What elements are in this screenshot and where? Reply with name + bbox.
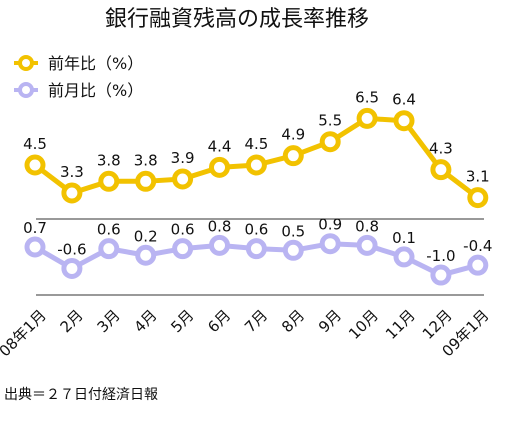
data-point-mom [245,238,267,260]
legend-marker-yoy [18,55,34,71]
data-point-yoy [61,182,83,204]
x-tick-label: 4月 [130,306,160,336]
data-point-mom [98,238,120,260]
data-point-yoy [282,145,304,167]
data-label-mom: 0.9 [318,216,342,234]
data-point-yoy [319,131,341,153]
data-label-mom: 0.8 [355,217,379,235]
data-point-mom [356,234,378,256]
data-label-mom: 0.7 [23,219,47,237]
legend-marker-mom [18,82,34,98]
x-tick-label: 2月 [57,306,87,336]
data-point-yoy [467,187,489,209]
x-tick-label: 9月 [315,306,345,336]
data-point-yoy [172,168,194,190]
data-label-mom: 0.6 [97,221,121,239]
data-label-mom: 0.1 [392,229,416,247]
x-tick-label: 11月 [382,306,419,343]
data-point-yoy [98,170,120,192]
x-tick-label: 10月 [345,306,382,343]
data-label-yoy: 4.3 [429,140,453,158]
plot-area: 0.7 -0.6 0.6 0.2 0.6 0.8 0.6 0.5 0.9 0.8 0.1 -1.0 -0… [23,88,492,286]
data-label-yoy: 5.5 [318,112,342,130]
x-tick-label: 08年1月 [0,306,50,360]
legend-label-mom: 前月比（%） [48,81,143,100]
data-point-yoy [356,107,378,129]
x-tick-label: 8月 [278,306,308,336]
data-point-mom [24,236,46,258]
data-point-mom [393,246,415,268]
data-label-yoy: 3.9 [171,149,195,167]
data-point-mom [430,264,452,286]
legend-item-mom: 前月比（%） [14,81,143,100]
data-point-yoy [245,154,267,176]
data-point-yoy [135,170,157,192]
data-label-yoy: 6.4 [392,91,416,109]
data-point-mom [282,239,304,261]
data-label-mom: 0.6 [171,221,195,239]
data-label-mom: 0.5 [281,222,305,240]
data-label-yoy: 3.8 [97,151,121,169]
data-point-yoy [430,159,452,181]
data-point-mom [319,233,341,255]
legend: 前年比（%） 前月比（%） [14,54,143,100]
x-tick-label: 6月 [204,306,234,336]
x-tick-label: 7月 [241,306,271,336]
data-label-yoy: 3.3 [60,163,84,181]
data-point-yoy [393,110,415,132]
data-point-mom [467,254,489,276]
data-label-mom: -0.6 [57,240,86,258]
data-label-mom: -1.0 [426,247,455,265]
data-label-yoy: 3.1 [466,168,490,186]
x-tick-label: 5月 [167,306,197,336]
data-point-mom [135,244,157,266]
data-point-mom [209,234,230,256]
data-label-yoy: 4.9 [281,126,305,144]
data-point-mom [61,257,83,279]
legend-item-yoy: 前年比（%） [14,54,143,73]
data-label-yoy: 4.4 [208,137,232,155]
data-label-yoy: 4.5 [23,135,47,153]
source-note: 出典＝２７日付経済日報 [4,387,158,403]
data-point-mom [172,238,194,260]
data-label-mom: 0.6 [244,221,268,239]
chart-title: 銀行融資残高の成長率推移 [105,7,369,32]
legend-label-yoy: 前年比（%） [48,54,143,73]
data-label-yoy: 3.8 [134,151,158,169]
x-tick-label: 3月 [94,306,124,336]
data-label-mom: 0.8 [208,217,232,235]
data-label-mom: 0.2 [134,227,158,245]
data-label-yoy: 4.5 [244,135,268,153]
data-label-yoy: 6.5 [355,88,379,106]
data-label-mom: -0.4 [463,237,492,255]
data-point-yoy [24,154,46,176]
data-point-yoy [209,156,230,178]
